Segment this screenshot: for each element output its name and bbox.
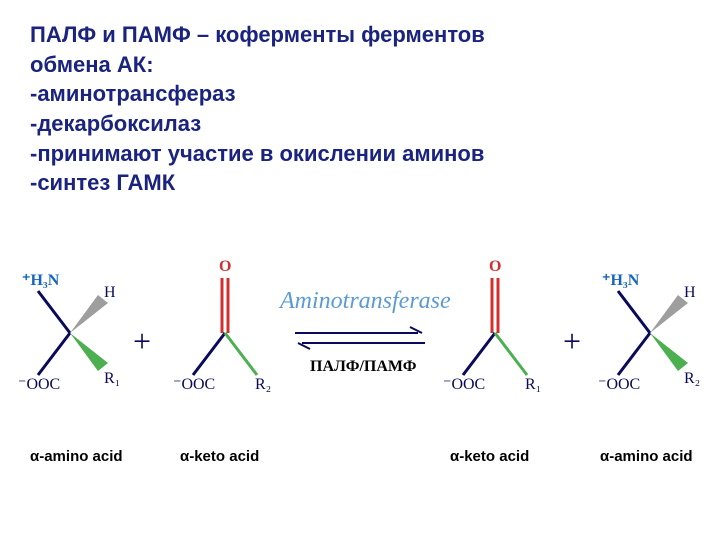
title-line-5: -синтез ГАМК [30,168,690,198]
svg-text:R₂: R₂ [684,370,700,387]
svg-text:⁻OOC: ⁻OOC [598,376,640,393]
svg-text:R₂: R₂ [255,376,271,393]
bottom-labels: α-amino acid α-keto acid α-keto acid α-amin… [0,448,720,488]
title-block: ПАЛФ и ПАМФ – коферменты ферментов обмен… [0,0,720,208]
svg-text:R₁: R₁ [525,376,541,393]
title-line-2: -аминотрансфераз [30,79,690,109]
amino-acid-structure: ⁺H₃N H ⁻OOC R₂ [595,238,705,398]
title-line-0: ПАЛФ и ПАМФ – коферменты ферментов [30,20,690,50]
molecule-2: O ⁻OOC R₁ [440,238,550,378]
title-line-1: обмена АК: [30,50,690,80]
svg-text:R₁: R₁ [104,370,120,387]
molecule-caption-2: α-keto acid [450,448,529,465]
svg-text:O: O [219,258,231,275]
cofactor-label: ПАЛФ/ПАМФ [310,358,417,376]
svg-text:H: H [104,284,116,301]
svg-text:⁻OOC: ⁻OOC [18,376,60,393]
svg-text:⁻OOC: ⁻OOC [173,376,215,393]
keto-acid-structure: O ⁻OOC R₁ [440,238,550,398]
plus-symbol-0: + [133,323,151,360]
molecule-caption-1: α-keto acid [180,448,259,465]
title-line-4: -принимают участие в окислении аминов [30,139,690,169]
molecule-caption-3: α-amino acid [600,448,693,465]
svg-text:H: H [684,284,696,301]
plus-symbol-1: + [563,323,581,360]
reaction-diagram: ⁺H₃N H ⁻OOC R₁ O ⁻OOC R₂ O ⁻OOC R₁ ⁺H₃N … [0,228,720,428]
molecule-caption-0: α-amino acid [30,448,123,465]
svg-text:O: O [489,258,501,275]
enzyme-label: Aminotransferase [280,288,451,315]
keto-acid-structure: O ⁻OOC R₂ [170,238,280,398]
title-line-3: -декарбоксилаз [30,109,690,139]
equilibrium-arrow [290,323,430,358]
molecule-3: ⁺H₃N H ⁻OOC R₂ [595,238,705,378]
molecule-1: O ⁻OOC R₂ [170,238,280,378]
svg-text:⁻OOC: ⁻OOC [443,376,485,393]
svg-text:⁺H₃N: ⁺H₃N [602,272,640,289]
svg-text:⁺H₃N: ⁺H₃N [22,272,60,289]
amino-acid-structure: ⁺H₃N H ⁻OOC R₁ [15,238,125,398]
molecule-0: ⁺H₃N H ⁻OOC R₁ [15,238,125,378]
